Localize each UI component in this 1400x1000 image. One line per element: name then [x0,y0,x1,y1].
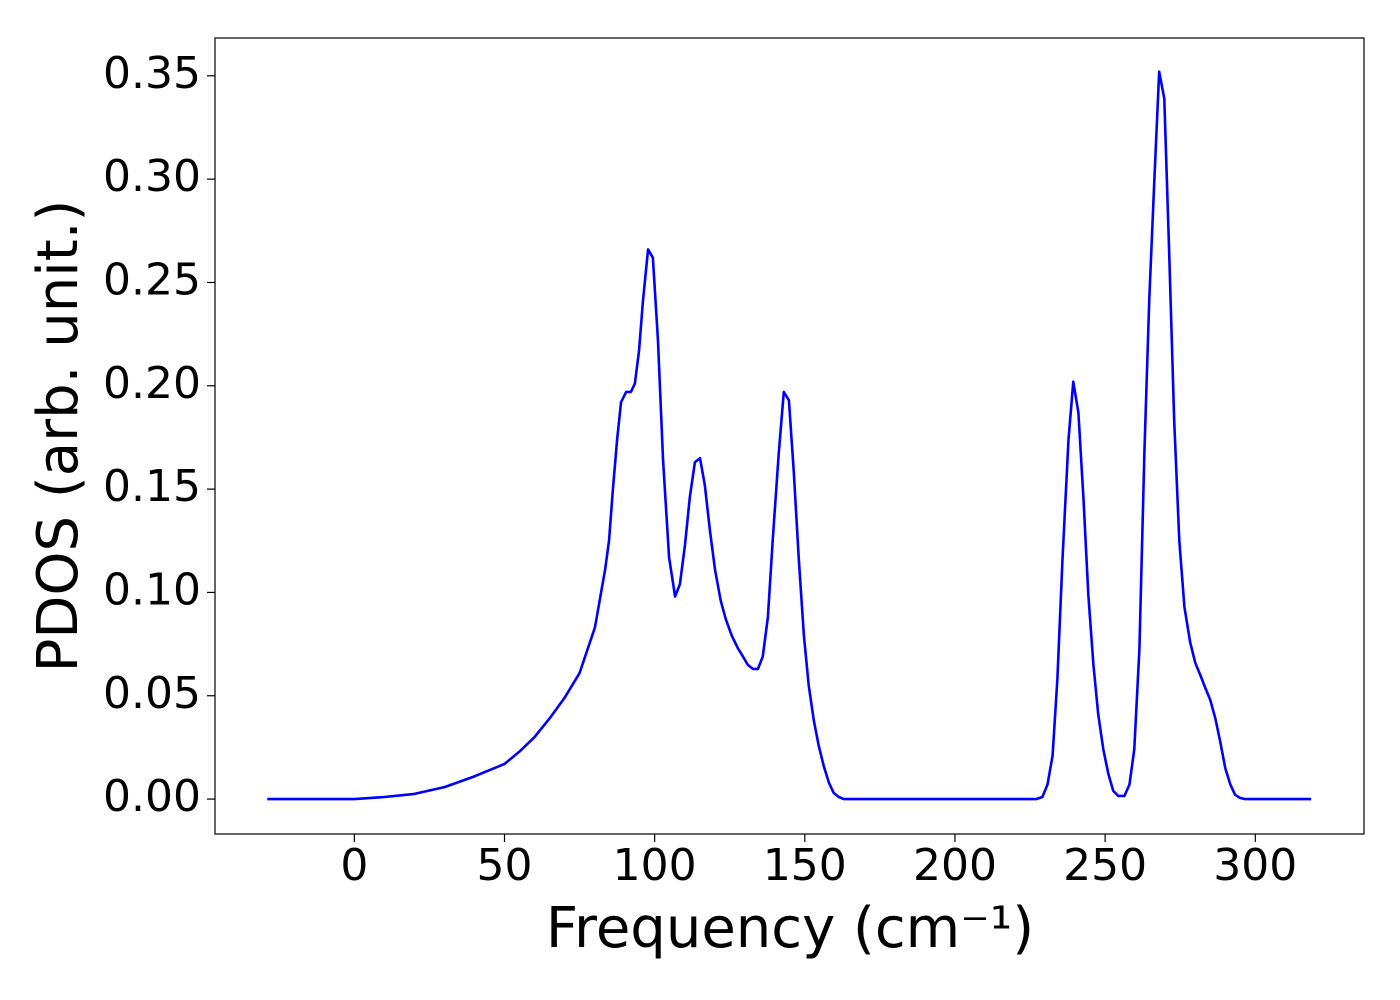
y-tick-label: 0.30 [103,151,201,202]
x-tick-label: 150 [763,840,847,891]
x-tick-label: 200 [913,840,997,891]
x-tick-label: 300 [1213,840,1297,891]
y-tick-label: 0.15 [103,461,201,512]
y-axis-label: PDOS (arb. unit.) [26,200,91,673]
data-line [267,70,1312,801]
y-tick-label: 0.05 [103,668,201,719]
x-axis-label: Frequency (cm⁻¹) [546,896,1034,961]
y-tick-label: 0.20 [103,358,201,409]
x-tick-label: 250 [1063,840,1147,891]
y-tick-label: 0.35 [103,48,201,99]
x-tick-label: 0 [340,840,368,891]
y-tick-label: 0.00 [103,771,201,822]
x-tick-label: 50 [477,840,533,891]
y-tick-label: 0.25 [103,254,201,305]
x-tick-label: 100 [613,840,697,891]
plot-frame [214,37,1365,835]
y-tick-label: 0.10 [103,564,201,615]
